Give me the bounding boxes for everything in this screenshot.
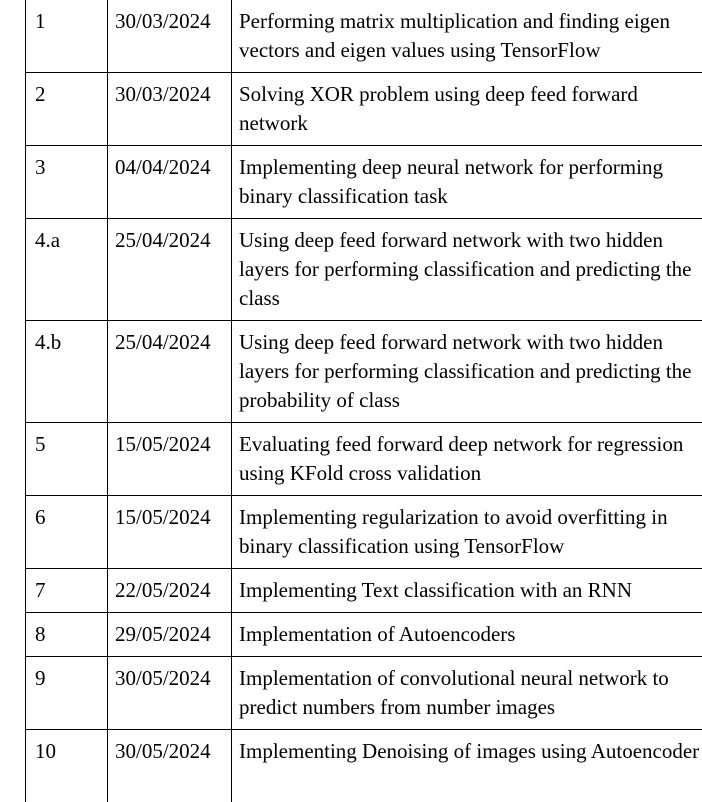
row-number: 2 [26, 73, 108, 146]
table-row: 5 15/05/2024 Evaluating feed forward dee… [26, 423, 702, 496]
row-title: Implementing Denoising of images using A… [232, 730, 702, 802]
table-row: 8 29/05/2024 Implementation of Autoencod… [26, 613, 702, 657]
row-title: Implementation of Autoencoders [232, 613, 702, 657]
row-date: 25/04/2024 [108, 321, 232, 423]
row-title: Implementing deep neural network for per… [232, 146, 702, 219]
table-row: 4.a 25/04/2024 Using deep feed forward n… [26, 219, 702, 321]
row-number: 1 [26, 0, 108, 73]
row-number: 10 [26, 730, 108, 802]
row-title: Using deep feed forward network with two… [232, 321, 702, 423]
row-date: 04/04/2024 [108, 146, 232, 219]
row-number: 4.b [26, 321, 108, 423]
row-date: 15/05/2024 [108, 423, 232, 496]
table-row: 9 30/05/2024 Implementation of convoluti… [26, 657, 702, 730]
row-number: 9 [26, 657, 108, 730]
row-date: 30/03/2024 [108, 73, 232, 146]
row-date: 30/03/2024 [108, 0, 232, 73]
row-date: 29/05/2024 [108, 613, 232, 657]
row-title: Using deep feed forward network with two… [232, 219, 702, 321]
row-title: Implementing Text classification with an… [232, 569, 702, 613]
row-number: 6 [26, 496, 108, 569]
row-number: 8 [26, 613, 108, 657]
table-row: 4.b 25/04/2024 Using deep feed forward n… [26, 321, 702, 423]
row-date: 30/05/2024 [108, 730, 232, 802]
row-date: 22/05/2024 [108, 569, 232, 613]
table-row: 10 30/05/2024 Implementing Denoising of … [26, 730, 702, 802]
row-date: 15/05/2024 [108, 496, 232, 569]
row-number: 5 [26, 423, 108, 496]
row-title: Implementing regularization to avoid ove… [232, 496, 702, 569]
row-number: 7 [26, 569, 108, 613]
row-number: 4.a [26, 219, 108, 321]
table-row: 1 30/03/2024 Performing matrix multiplic… [26, 0, 702, 73]
row-title: Evaluating feed forward deep network for… [232, 423, 702, 496]
practical-list-table: 1 30/03/2024 Performing matrix multiplic… [25, 0, 702, 802]
table-row: 3 04/04/2024 Implementing deep neural ne… [26, 146, 702, 219]
row-date: 30/05/2024 [108, 657, 232, 730]
table-row: 7 22/05/2024 Implementing Text classific… [26, 569, 702, 613]
row-title: Solving XOR problem using deep feed forw… [232, 73, 702, 146]
practical-list-table-wrapper: 1 30/03/2024 Performing matrix multiplic… [25, 0, 702, 802]
table-row: 2 30/03/2024 Solving XOR problem using d… [26, 73, 702, 146]
table-row: 6 15/05/2024 Implementing regularization… [26, 496, 702, 569]
row-title: Implementation of convolutional neural n… [232, 657, 702, 730]
row-date: 25/04/2024 [108, 219, 232, 321]
row-number: 3 [26, 146, 108, 219]
row-title: Performing matrix multiplication and fin… [232, 0, 702, 73]
